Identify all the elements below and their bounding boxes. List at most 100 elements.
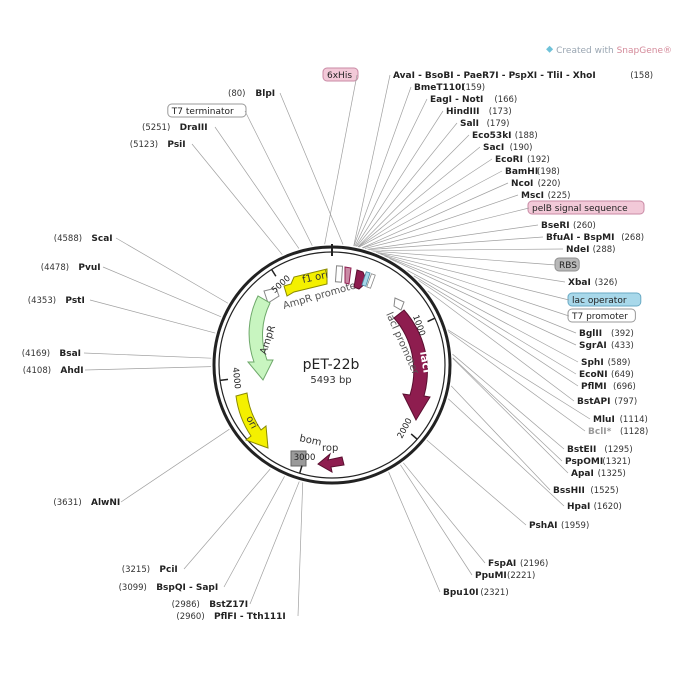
site-leader-line <box>353 86 412 247</box>
site-position: (1321) <box>602 457 630 467</box>
site-position: (797) <box>614 397 637 407</box>
site-name: ScaI <box>91 234 112 244</box>
site-leader-line <box>362 194 519 249</box>
site-leader-line <box>447 398 565 507</box>
feature-label-bom: bom <box>298 433 322 448</box>
site-name: BglII <box>579 329 602 339</box>
site-leader-line <box>359 170 503 248</box>
feature-f1-ori <box>283 268 328 297</box>
site-name: MluI <box>593 415 615 425</box>
feature-his-tag-mark <box>334 265 344 283</box>
site-leader-line <box>367 224 539 250</box>
site-label-right: BstAPI (797) <box>427 290 637 407</box>
site-label-left: 6xHis <box>322 67 359 245</box>
site-annotations: AvaI - BsoBI - PaeR7I - PspXI - TliI - X… <box>22 67 653 622</box>
site-name: PspOMI <box>565 457 603 467</box>
site-name: PvuI <box>78 263 100 273</box>
site-position: (589) <box>608 358 631 368</box>
site-leader-line <box>452 353 565 450</box>
site-label-left: DraIII (5251) <box>142 123 300 249</box>
site-label-right: NdeI (288) <box>371 245 615 255</box>
feature-label-f1-ori: f1 ori <box>301 270 329 286</box>
site-label-left: BsaI (4169) <box>22 349 212 359</box>
site-position: (158) <box>630 71 653 81</box>
site-name: BspQI - SapI <box>156 583 218 593</box>
site-name: EagI - NotI <box>430 95 483 105</box>
site-position: (1295) <box>604 445 632 455</box>
site-label-right: EcoNI (649) <box>413 275 634 380</box>
site-leader-line <box>448 331 586 432</box>
site-name: AhdI <box>60 366 83 376</box>
site-leader-line <box>388 471 441 593</box>
site-leader-line <box>450 385 551 491</box>
feature-laci <box>393 309 431 422</box>
feature-label-rop: rop <box>322 443 338 454</box>
site-label-right: FspAI (2196) <box>402 462 548 569</box>
feature-pelb-mark <box>344 266 352 285</box>
site-leader-line <box>426 439 527 526</box>
site-label-right: ApaI (1325) <box>452 358 626 479</box>
site-name: pelB signal sequence <box>532 204 628 214</box>
site-position: (1525) <box>590 486 618 496</box>
site-label-right: EcoRI (192) <box>358 155 550 248</box>
snapgene-branding: ⯁ Created with SnapGene® <box>546 46 672 56</box>
site-label-left: T7 terminator <box>167 103 313 246</box>
plasmid-name: pET-22b <box>303 357 360 373</box>
site-leader-line <box>83 352 212 359</box>
tick-label: 4000 <box>230 367 242 390</box>
branding-mark: ® <box>663 46 672 56</box>
site-position: (173) <box>489 107 512 117</box>
site-leader-line <box>355 110 444 247</box>
feature-tag-box <box>554 257 580 272</box>
site-label-right: PflMI (696) <box>418 280 636 392</box>
site-label-right: NcoI (220) <box>361 179 560 249</box>
site-label-right: HindIII (173) <box>355 107 512 247</box>
site-label-right: BfuAI - BspMI (268) <box>368 233 644 250</box>
site-name: NdeI <box>566 245 589 255</box>
site-label-right: SalI (179) <box>356 119 509 247</box>
site-leader-line <box>372 250 557 266</box>
site-name: PpuMI <box>475 571 507 581</box>
site-name: AlwNI <box>91 498 120 508</box>
site-name: PstI <box>65 296 84 306</box>
site-label-right: AvaI - BsoBI - PaeR7I - PspXI - TliI - X… <box>353 71 653 247</box>
site-position: (326) <box>595 278 618 288</box>
site-name: EcoNI <box>579 370 608 380</box>
site-name: BamHI <box>505 167 538 177</box>
site-label-right: MluI (1114) <box>447 329 648 425</box>
site-name: PshAI <box>529 521 558 531</box>
feature-laci-promoter <box>393 297 405 311</box>
site-position: (392) <box>611 329 634 339</box>
site-label-right: BseRI (260) <box>367 221 596 250</box>
site-name: Eco53kI <box>472 131 512 141</box>
site-label-left: PvuI (4478) <box>41 263 222 318</box>
plasmid-size: 5493 bp <box>310 375 351 386</box>
site-leader-line <box>447 329 591 420</box>
feature-label-ori: ori <box>243 414 259 431</box>
site-position: (696) <box>613 382 636 392</box>
site-name: EcoRI <box>495 155 523 165</box>
site-position: (1128) <box>620 427 648 437</box>
site-position: (4108) <box>23 366 51 376</box>
site-position: (1114) <box>620 415 648 425</box>
site-leader-line <box>384 255 577 334</box>
site-leader-line <box>191 143 283 255</box>
site-label-right: lac operator <box>377 252 642 307</box>
feature-ori <box>235 392 269 449</box>
feature-ampr-promoter <box>263 287 280 304</box>
feature-tag-box <box>527 200 645 215</box>
site-label-right: RBS <box>372 250 580 272</box>
site-label-right: T7 promoter <box>380 253 636 323</box>
site-label-left: PsiI (5123) <box>130 140 283 255</box>
site-label-left: AlwNI (3631) <box>53 428 230 508</box>
site-name: SacI <box>483 143 504 153</box>
site-name: RBS <box>559 261 577 271</box>
site-label-right: pelB signal sequence <box>364 200 645 249</box>
site-leader-line <box>452 358 569 474</box>
site-name: PciI <box>159 565 177 575</box>
feature-lac-operator-mark <box>361 271 371 287</box>
site-label-right: PpuMI (2221) <box>400 464 535 581</box>
site-position: (2986) <box>172 600 200 610</box>
tick-mark <box>298 465 303 474</box>
site-label-right: BssHII (1525) <box>450 385 619 496</box>
